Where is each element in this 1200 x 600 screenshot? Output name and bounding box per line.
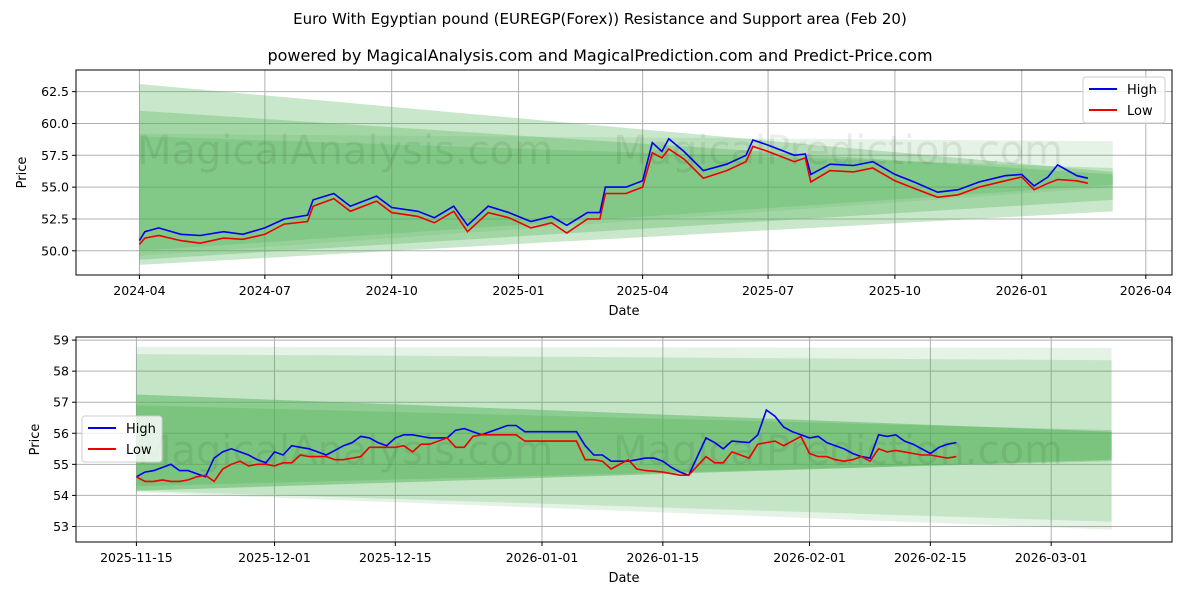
legend: High Low [1082,76,1166,124]
y-tick-label: 55 [53,457,69,472]
y-tick-label: 50.0 [41,243,69,258]
x-tick-label: 2026-04 [1120,283,1172,298]
y-axis-label: Price [28,424,43,456]
y-axis-label: Price [15,157,30,189]
support-resistance-bands [139,84,1113,265]
x-tick-label: 2026-01-15 [627,550,700,565]
y-tick-label: 55.0 [41,180,69,195]
x-tick-label: 2026-02-01 [773,550,846,565]
legend-label-high: High [126,422,156,437]
y-tick-label: 57.5 [41,148,69,163]
x-tick-label: 2024-07 [239,283,291,298]
y-tick-label: 56 [53,426,69,441]
y-tick-label: 53 [53,519,69,534]
x-tick-label: 2026-01 [996,283,1048,298]
band-area [136,354,1112,522]
support-resistance-bands [136,346,1112,530]
x-tick-label: 2025-12-01 [238,550,311,565]
x-tick-label: 2025-07 [742,283,794,298]
y-tick-label: 62.5 [41,84,69,99]
legend: High Low [81,415,163,463]
chart-panel-1: MagicalAnalysis.com MagicalPrediction.com… [15,69,1173,319]
band-area [136,346,1112,530]
band-area [139,133,1113,256]
band-area [139,110,1113,260]
y-tick-label: 58 [53,364,69,379]
watermark-analysis: MagicalAnalysis.com [137,428,553,474]
axes-frame [75,69,1173,276]
chart-panel-2: MagicalAnalysis.com MagicalPrediction.com… [28,333,1173,586]
x-tick-label: 2025-11-15 [100,550,173,565]
x-tick-label: 2024-10 [366,283,418,298]
watermark-prediction: MagicalPrediction.com [613,128,1063,174]
chart-subtitle: powered by MagicalAnalysis.com and Magic… [267,46,933,65]
x-tick-label: 2026-01-01 [506,550,579,565]
x-tick-label: 2025-12-15 [359,550,432,565]
axes-frame [75,336,1173,543]
chart-title: Euro With Egyptian pound (EUREGP(Forex))… [293,10,907,28]
x-tick-label: 2024-04 [113,283,165,298]
x-tick-label: 2026-02-15 [894,550,967,565]
series-line-high [138,137,1089,242]
band-area [139,84,1113,265]
legend-label-high: High [1127,83,1157,98]
series-line-low [136,434,957,483]
x-axis-label: Date [608,571,639,586]
watermark-prediction: MagicalPrediction.com [613,428,1063,474]
legend-label-low: Low [126,443,152,458]
y-tick-label: 52.5 [41,211,69,226]
y-tick-label: 57 [53,395,69,410]
band-area [136,394,1112,491]
x-tick-label: 2025-10 [869,283,921,298]
y-tick-label: 54 [53,488,69,503]
x-tick-label: 2025-01 [492,283,544,298]
legend-label-low: Low [1127,104,1153,119]
x-tick-label: 2025-04 [616,283,668,298]
y-tick-label: 60.0 [41,116,69,131]
x-axis-label: Date [608,304,639,319]
x-tick-label: 2026-03-01 [1015,550,1088,565]
band-area [136,405,1112,487]
watermark-analysis: MagicalAnalysis.com [137,128,553,174]
series-line-low [138,145,1089,245]
y-tick-label: 59 [53,333,69,348]
series-line-high [136,408,957,478]
